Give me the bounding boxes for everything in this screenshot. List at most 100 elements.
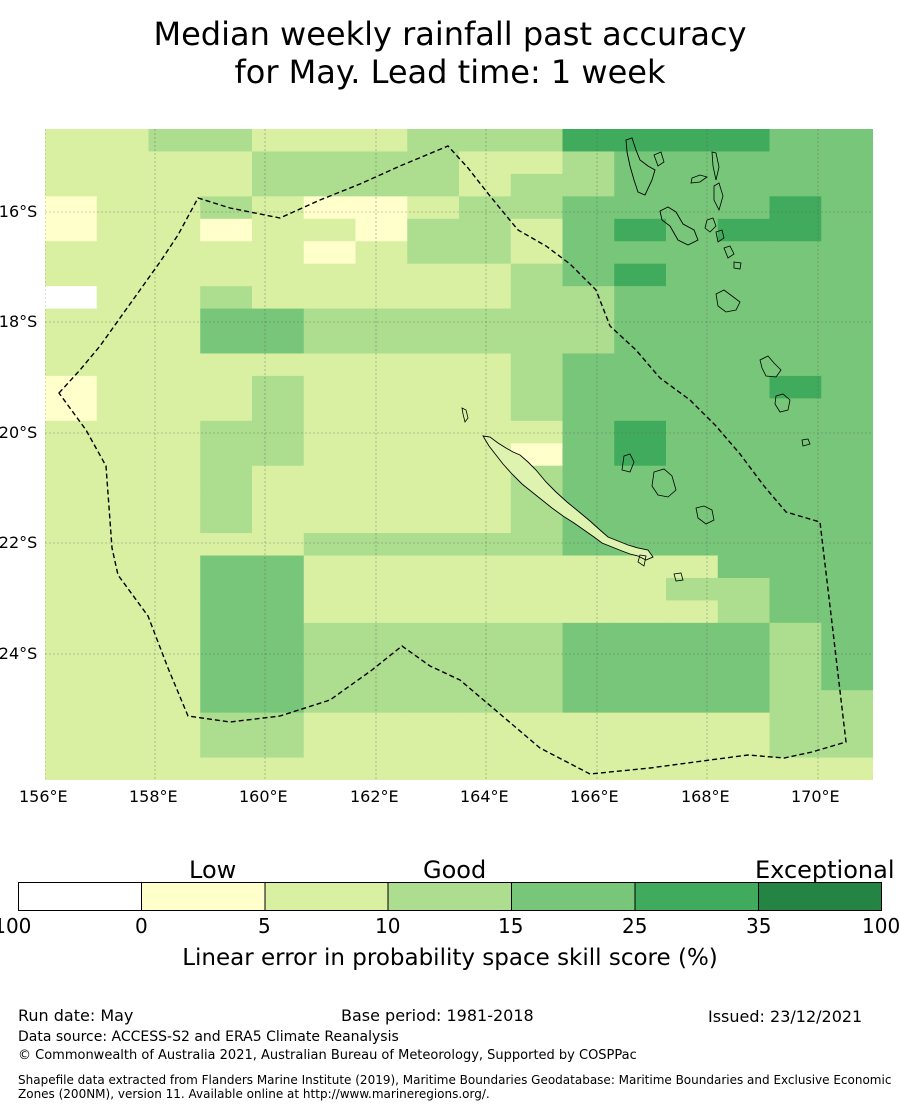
skill-cell [821,263,873,287]
skill-cell [459,667,512,691]
skill-cell [148,735,201,759]
skill-cell [510,712,564,736]
skill-cell [510,690,564,714]
skill-cell [407,308,460,332]
skill-cell [303,129,357,153]
skill-cell [252,398,305,422]
skill-cell [407,735,460,759]
skill-cell [96,398,150,422]
skill-cell [355,735,408,759]
skill-cell [45,331,98,355]
skill-cell [562,622,615,646]
skill-cell [717,151,771,175]
skill-cell [200,712,253,736]
skill-cell [769,667,822,691]
skill-cell [717,286,771,310]
skill-cell [459,510,512,534]
skill-cell [96,353,150,377]
skill-cell [510,331,564,355]
skill-cell [200,375,253,399]
skill-cell [252,353,305,377]
skill-cell [252,420,305,444]
skill-cell [821,533,873,557]
colorbar [18,882,882,911]
skill-cell [407,286,460,310]
colorbar-tick: 25 [622,914,648,938]
skill-cell [407,420,460,444]
skill-cell [459,420,512,444]
skill-cell [303,196,357,220]
skill-cell [666,375,719,399]
lat-label-20s: -20°S [0,423,38,442]
skill-cell [769,308,822,332]
skill-cell [355,375,408,399]
skill-cell [717,465,771,489]
skill-cell [148,690,201,714]
skill-cell [666,757,719,780]
skill-cell [407,196,460,220]
skill-cell [614,353,667,377]
skill-cell [717,375,771,399]
skill-cell [510,600,564,624]
skill-cell [821,600,873,624]
skill-cell [821,712,873,736]
skill-cell [769,533,822,557]
skill-cell [200,465,253,489]
skill-cell [200,129,253,153]
colorbar-segment [264,882,389,911]
skill-cell [407,398,460,422]
lon-label-160e: 160°E [239,787,288,806]
category-exceptional: Exceptional [755,856,895,884]
skill-cell [407,488,460,512]
skill-cell [666,196,719,220]
skill-cell [562,286,615,310]
skill-cell [200,510,253,534]
colorbar-segment [758,882,882,911]
skill-cell [407,757,460,780]
skill-cell [303,420,357,444]
skill-cell [821,510,873,534]
skill-cell [303,443,357,467]
skill-cell [614,196,667,220]
island [625,137,656,196]
skill-cell [459,600,512,624]
skill-cell [510,173,564,197]
skill-cell [614,712,667,736]
skill-cell [407,645,460,669]
chart-title-line-1: Median weekly rainfall past accuracy [153,15,747,53]
skill-cell [459,353,512,377]
skill-cell [200,488,253,512]
skill-cell [407,510,460,534]
skill-cell [510,420,564,444]
colorbar-tick: 35 [746,914,772,938]
skill-cell [459,263,512,287]
skill-cell [769,218,822,242]
skill-cell [717,757,771,780]
skill-cell [510,308,564,332]
skill-cell [355,645,408,669]
run-date: Run date: May [18,1006,134,1025]
skill-cell [459,712,512,736]
skill-cell [717,600,771,624]
skill-cell [148,712,201,736]
skill-cell [769,555,822,579]
skill-cell [200,263,253,287]
skill-cell [562,353,615,377]
skill-cell [45,398,98,422]
skill-cell [821,465,873,489]
skill-cell [666,129,719,153]
skill-cell [148,286,201,310]
skill-cell [407,241,460,265]
skill-cell [459,735,512,759]
skill-cell [821,286,873,310]
skill-cell [614,577,667,602]
skill-cell [200,757,253,780]
skill-cell [510,375,564,399]
skill-cell [200,196,253,220]
island [715,289,741,313]
skill-cell [821,735,873,759]
skill-cell [666,600,719,624]
skill-cell [821,173,873,197]
skill-cell [821,308,873,332]
skill-cell [510,555,564,579]
